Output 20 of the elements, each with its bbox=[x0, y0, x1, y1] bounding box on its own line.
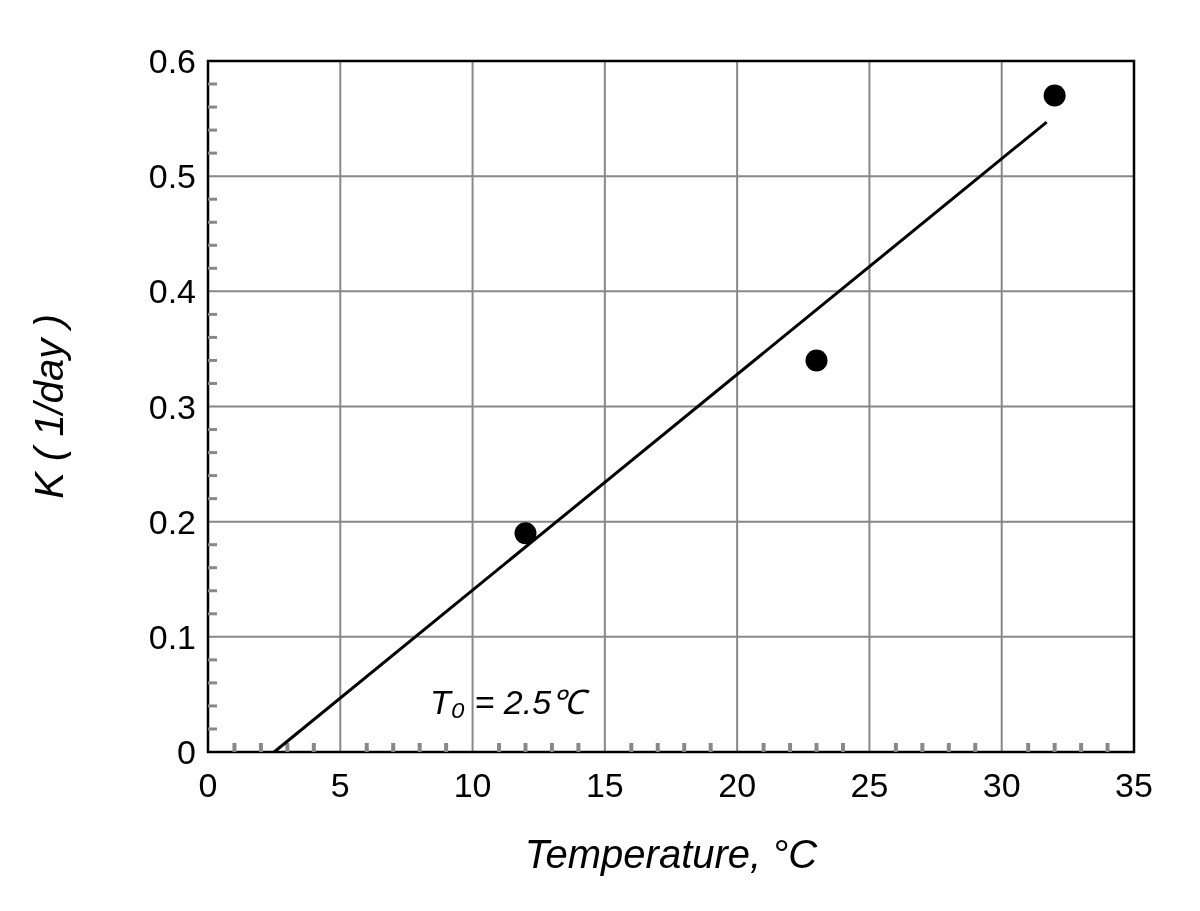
y-tick-label: 0.5 bbox=[148, 157, 196, 196]
y-axis-title: K ( 1/day ) bbox=[27, 314, 71, 499]
point bbox=[805, 349, 828, 372]
y-tick-label: 0.1 bbox=[148, 617, 196, 656]
annotation: T₀ = 2.5℃ bbox=[430, 683, 591, 721]
x-tick-label: 30 bbox=[982, 766, 1021, 804]
y-tick-label: 0.4 bbox=[148, 272, 196, 311]
y-tick-label: 0.6 bbox=[148, 42, 196, 80]
x-tick-label: 5 bbox=[330, 766, 350, 804]
x-tick-label: 20 bbox=[718, 766, 757, 804]
x-tick-label: 35 bbox=[1115, 766, 1153, 804]
x-axis-title: Temperature, °C bbox=[524, 832, 819, 876]
y-tick-label: 0 bbox=[177, 733, 196, 771]
x-tick-label: 10 bbox=[453, 766, 492, 804]
x-tick-label: 25 bbox=[850, 766, 889, 804]
y-tick-label: 0.3 bbox=[148, 387, 196, 426]
y-tick-label: 0.2 bbox=[148, 502, 196, 541]
point bbox=[1043, 84, 1066, 107]
x-tick-label: 15 bbox=[585, 766, 624, 804]
point bbox=[514, 522, 537, 545]
